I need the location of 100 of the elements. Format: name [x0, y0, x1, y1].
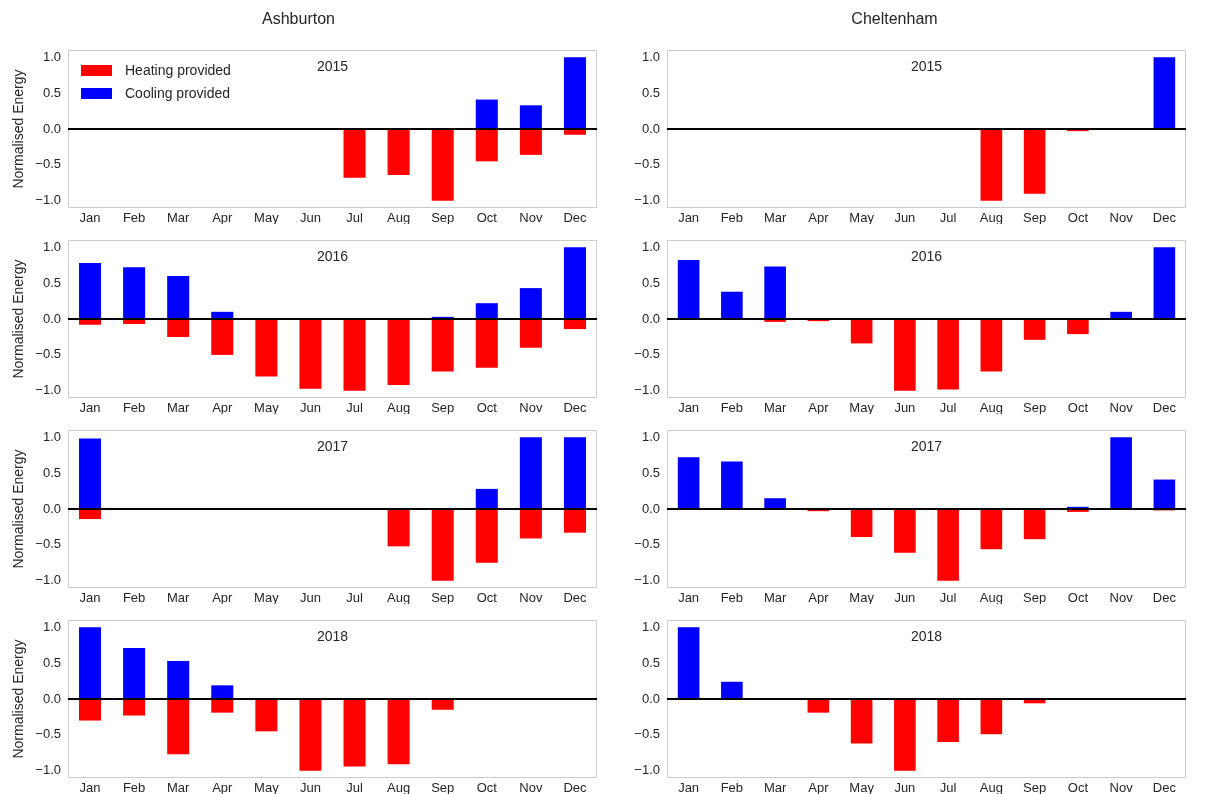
x-tick-label: Feb [720, 590, 744, 606]
x-tick-label: Feb [720, 780, 744, 794]
bar [475, 303, 498, 319]
bar [1153, 247, 1176, 319]
bar [563, 57, 586, 129]
x-tick-label: Mar [167, 590, 191, 606]
y-tick-label: −0.5 [35, 156, 61, 172]
y-axis-title: Normalised Energy [10, 259, 27, 379]
x-tick-label: Jan [678, 590, 700, 606]
x-tick-label: Feb [720, 400, 744, 416]
x-tick-label: Jun [894, 210, 916, 226]
x-tick-label: Dec [563, 780, 588, 794]
y-tick-label: 0.5 [42, 464, 61, 480]
x-tick-label: Mar [763, 780, 787, 794]
x-tick-label: Nov [1109, 210, 1134, 226]
x-tick-label: Nov [1109, 780, 1134, 794]
x-tick-label: Jan [79, 210, 101, 226]
bar [299, 319, 322, 389]
bar [980, 319, 1003, 372]
y-tick-label: 0.5 [42, 84, 61, 100]
x-tick-label: Dec [563, 210, 588, 226]
bar [894, 319, 916, 391]
bar [343, 319, 366, 391]
y-tick-label: −1.0 [35, 572, 61, 588]
bar [721, 291, 743, 319]
y-tick-label: 0.0 [42, 120, 61, 136]
x-tick-label: Dec [563, 590, 588, 606]
text: 2018 [910, 627, 943, 644]
y-tick-label: 1.0 [42, 618, 61, 634]
bar [431, 509, 454, 581]
x-tick-label: Jul [939, 590, 957, 606]
bar [563, 247, 586, 319]
x-tick-label: Jan [79, 590, 101, 606]
bar [387, 129, 410, 175]
y-tick-label: −1.0 [634, 192, 660, 208]
bar [475, 99, 498, 129]
bar [937, 509, 959, 581]
chart-title: Ashburton [262, 10, 335, 28]
x-tick-label: Oct [476, 590, 498, 606]
y-tick-label: −1.0 [634, 762, 660, 778]
x-tick-label: Jan [678, 210, 700, 226]
x-tick-label: Dec [1152, 400, 1177, 416]
y-tick-label: 0.5 [641, 464, 660, 480]
y-tick-label: 0.5 [641, 84, 660, 100]
bar [850, 699, 873, 744]
x-tick-label: Dec [1152, 590, 1177, 606]
bar [167, 699, 190, 755]
text: 2015 [316, 57, 349, 74]
bar [1023, 319, 1046, 340]
x-tick-label: Dec [1152, 780, 1177, 794]
y-axis-title: Normalised Energy [10, 69, 27, 189]
bar [677, 457, 700, 509]
y-tick-label: −1.0 [634, 572, 660, 588]
x-tick-label: Nov [519, 210, 543, 226]
bar [475, 488, 498, 509]
legend-label: Cooling provided [125, 84, 231, 101]
x-tick-label: Feb [122, 400, 146, 416]
x-tick-label: Oct [1067, 400, 1089, 416]
y-tick-label: 0.0 [641, 690, 660, 706]
bar [387, 319, 410, 386]
bar [937, 699, 959, 743]
bar [519, 288, 542, 319]
x-tick-label: Mar [763, 210, 787, 226]
x-tick-label: Jun [894, 780, 916, 794]
text: 2018 [316, 627, 349, 644]
y-tick-label: 0.5 [42, 654, 61, 670]
x-tick-label: Mar [167, 780, 191, 794]
y-axis-title: Normalised Energy [10, 639, 27, 759]
bar [255, 699, 278, 732]
y-tick-label: 0.0 [641, 120, 660, 136]
x-tick-label: Jun [894, 590, 916, 606]
x-tick-label: Oct [476, 400, 498, 416]
y-tick-label: 0.0 [42, 690, 61, 706]
bar [123, 267, 146, 319]
bar [764, 498, 786, 509]
x-tick-label: Oct [1067, 210, 1089, 226]
y-tick-label: −0.5 [634, 726, 660, 742]
bar [721, 461, 743, 509]
y-tick-label: −1.0 [35, 382, 61, 398]
bar [387, 509, 410, 547]
y-tick-label: −0.5 [634, 536, 660, 552]
chart-title: Cheltenham [851, 10, 938, 28]
bar [431, 129, 454, 201]
x-tick-label: Feb [122, 590, 146, 606]
x-tick-label: Oct [1067, 780, 1089, 794]
x-tick-label: Dec [1152, 210, 1177, 226]
y-tick-label: 0.5 [641, 274, 660, 290]
bar [980, 509, 1003, 550]
bar [211, 319, 234, 355]
y-tick-label: 0.5 [42, 274, 61, 290]
y-tick-label: 1.0 [641, 428, 660, 444]
x-tick-label: Dec [563, 400, 588, 416]
y-tick-label: 1.0 [641, 48, 660, 64]
x-tick-label: Jan [678, 780, 700, 794]
bar [519, 437, 542, 509]
legend-label: Heating provided [125, 61, 231, 78]
y-tick-label: 1.0 [42, 48, 61, 64]
x-tick-label: Jan [678, 400, 700, 416]
bar [299, 699, 322, 771]
x-tick-label: Jul [346, 780, 363, 794]
